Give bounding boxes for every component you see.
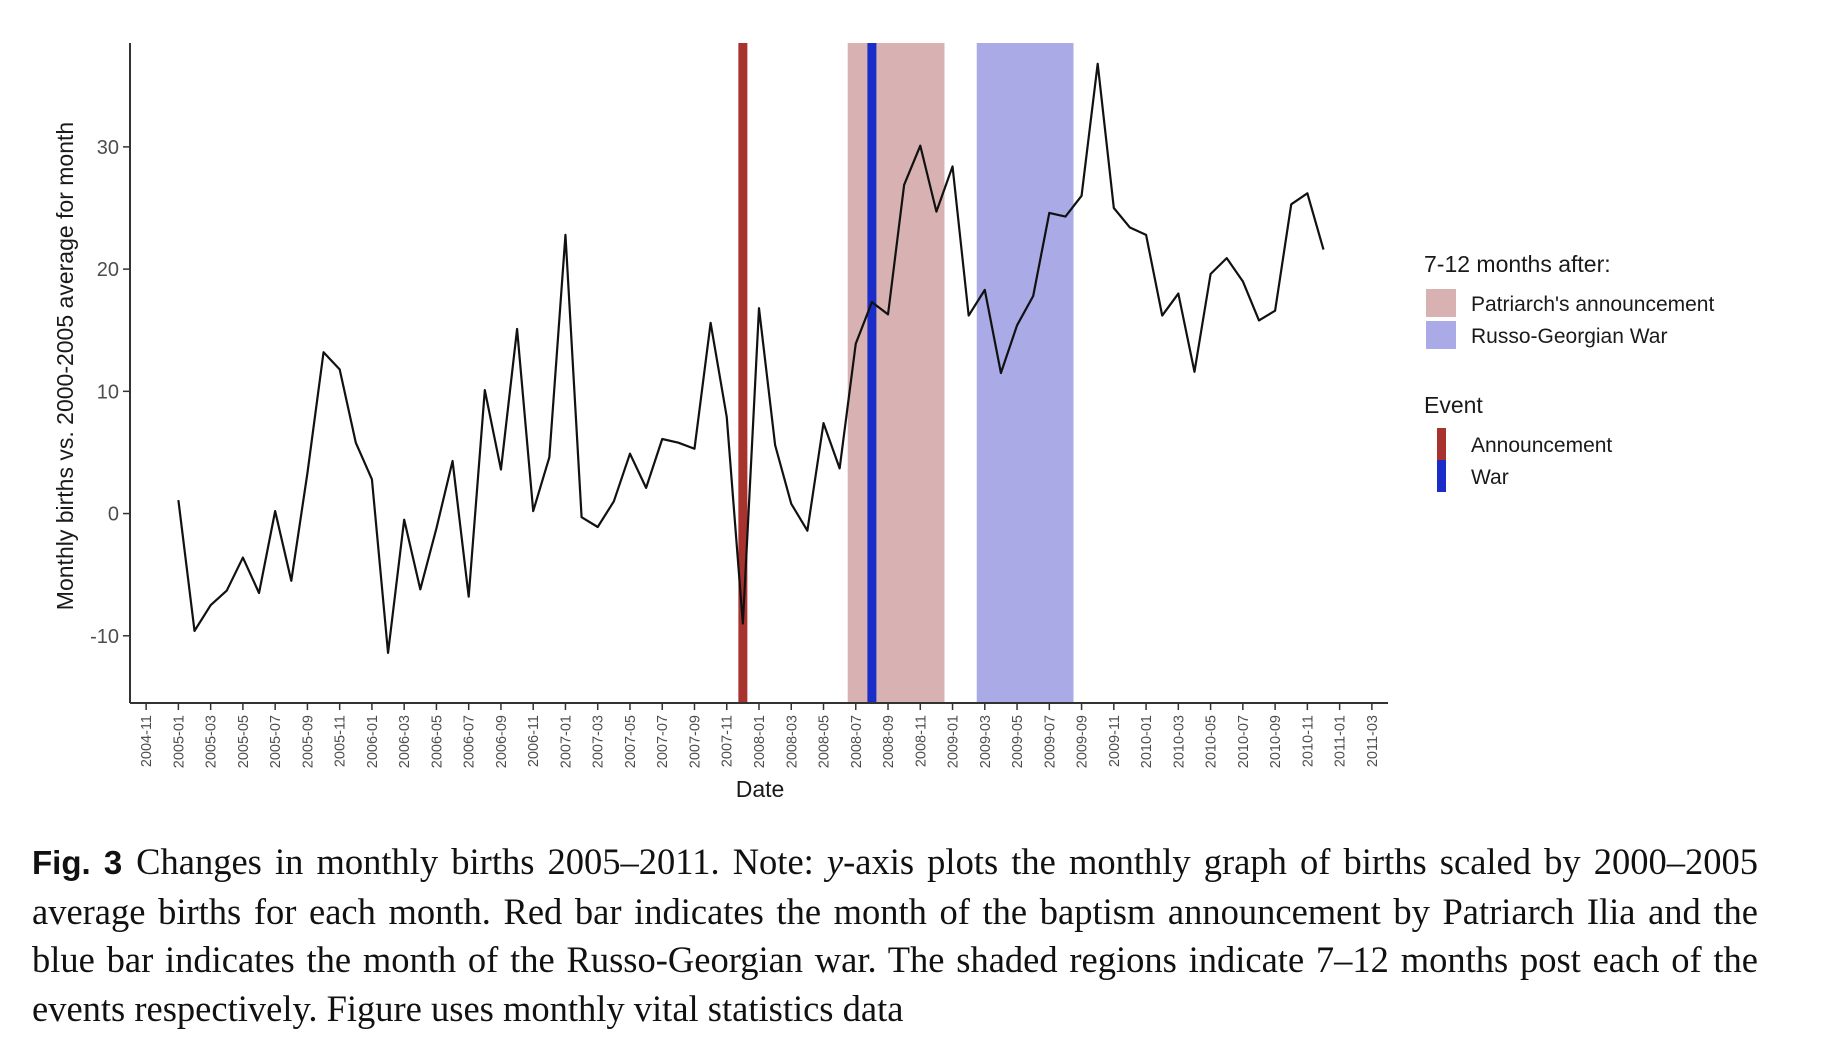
x-tick-label: 2008-09 [881, 715, 897, 768]
event-bars [738, 43, 877, 703]
figure-label: Fig. 3 [32, 844, 123, 881]
legend-event-title: Event [1424, 392, 1483, 418]
x-tick-label: 2009-03 [978, 715, 994, 768]
y-tick-label: 0 [108, 504, 119, 526]
x-tick-label: 2007-07 [655, 715, 671, 768]
shaded-region-announcement [847, 43, 945, 703]
y-tick-label: -10 [90, 626, 119, 648]
x-tick-label: 2010-07 [1236, 715, 1252, 768]
legend-swatch-war-shade [1426, 321, 1456, 349]
event-bar-announcement [738, 43, 748, 703]
event-bar-war [867, 43, 877, 703]
caption-text-after: -axis plots the monthly graph of births … [32, 841, 1758, 1029]
caption-text-before: Changes in monthly births 2005–2011. Not… [136, 841, 827, 882]
x-tick-label: 2010-11 [1300, 715, 1316, 767]
x-tick-label: 2006-03 [397, 715, 413, 768]
x-tick-label: 2004-11 [139, 715, 155, 767]
series-line-group [177, 62, 1325, 654]
axes [129, 43, 1388, 704]
x-tick-label: 2009-05 [1010, 715, 1026, 768]
x-tick-label: 2010-01 [1139, 715, 1155, 768]
x-tick-label: 2007-01 [558, 715, 574, 768]
x-axis-ticks: 2004-11 2005-01 2005-03 2005-05 2005-07 2005-… [139, 703, 1381, 768]
x-tick-label: 2005-09 [300, 715, 316, 768]
x-tick-label: 2010-05 [1204, 715, 1220, 768]
x-tick-label: 2009-01 [946, 715, 962, 768]
y-tick-label: 30 [97, 137, 119, 159]
x-tick-label: 2007-05 [623, 715, 639, 768]
x-tick-label: 2005-07 [268, 715, 284, 768]
x-tick-label: 2006-09 [494, 715, 510, 768]
y-axis-ticks: -10 0 10 20 30 [90, 137, 130, 648]
legend-label-announcement-shade: Patriarch's announcement [1471, 293, 1714, 316]
x-tick-label: 2009-07 [1042, 715, 1058, 768]
x-tick-label: 2006-07 [462, 715, 478, 768]
x-tick-label: 2006-11 [526, 715, 542, 767]
x-tick-label: 2009-09 [1075, 715, 1091, 768]
x-tick-label: 2011-03 [1365, 715, 1381, 767]
legend-swatch-war [1437, 460, 1446, 492]
legend-shaded-title: 7-12 months after: [1424, 251, 1611, 277]
x-tick-label: 2007-09 [687, 715, 703, 768]
x-tick-label: 2008-05 [817, 715, 833, 768]
caption-text-italic: y [826, 841, 844, 882]
x-tick-label: 2010-09 [1268, 715, 1284, 768]
x-tick-label: 2008-07 [849, 715, 865, 768]
x-tick-label: 2006-05 [429, 715, 445, 768]
y-axis-title: Monthly births vs. 2000-2005 average for… [52, 122, 78, 610]
x-tick-label: 2005-11 [333, 715, 349, 767]
legend-label-announcement: Announcement [1471, 434, 1612, 457]
figure-caption: Fig. 3 Changes in monthly births 2005–201… [32, 838, 1758, 1033]
series-line [177, 62, 1325, 654]
legend-swatch-announcement [1437, 428, 1446, 460]
x-tick-label: 2008-03 [784, 715, 800, 768]
shaded-regions [847, 43, 1074, 703]
shaded-region-war [976, 43, 1074, 703]
x-tick-label: 2005-05 [236, 715, 252, 768]
x-axis-title: Date [736, 776, 785, 802]
x-tick-label: 2010-03 [1171, 715, 1187, 768]
x-tick-label: 2007-03 [591, 715, 607, 768]
legend: 7-12 months after: Patriarch's announcem… [1424, 251, 1714, 492]
x-tick-label: 2005-03 [204, 715, 220, 768]
x-tick-label: 2011-01 [1333, 715, 1349, 767]
x-tick-label: 2006-01 [365, 715, 381, 768]
x-tick-label: 2008-01 [752, 715, 768, 768]
y-tick-label: 20 [97, 259, 119, 281]
legend-label-war: War [1471, 466, 1509, 489]
x-tick-label: 2008-11 [913, 715, 929, 767]
x-tick-label: 2009-11 [1107, 715, 1123, 767]
y-tick-label: 10 [97, 381, 119, 403]
legend-label-war-shade: Russo-Georgian War [1471, 325, 1667, 348]
x-tick-label: 2005-01 [171, 715, 187, 768]
legend-swatch-announcement-shade [1426, 289, 1456, 317]
x-tick-label: 2007-11 [720, 715, 736, 767]
